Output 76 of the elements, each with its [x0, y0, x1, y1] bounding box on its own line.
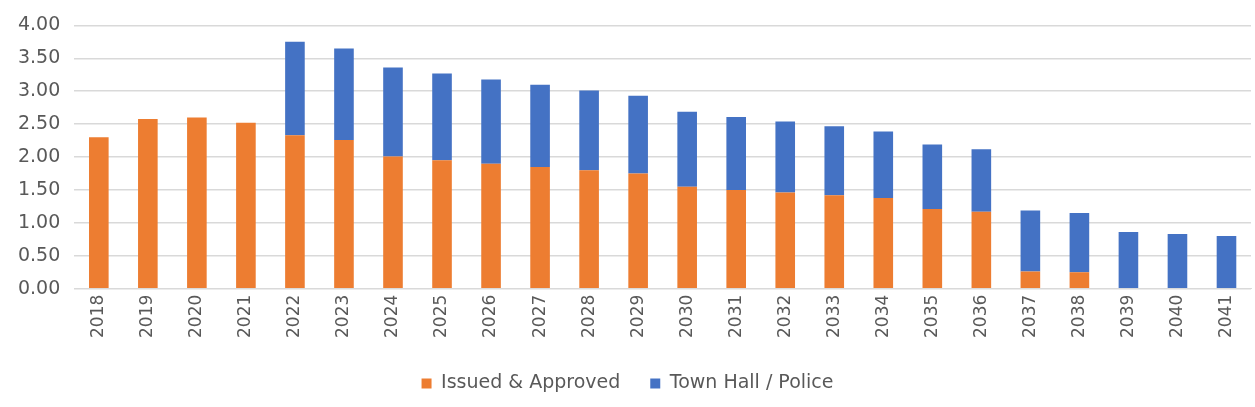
y-tick-label: 0.50 — [17, 242, 61, 265]
x-tick-label: 2031 — [724, 294, 745, 338]
legend-label: Town Hall / Police — [668, 370, 834, 393]
bar — [481, 79, 501, 164]
bar — [726, 116, 746, 190]
x-tick-label: 2021 — [234, 294, 255, 338]
x-tick-label: 2037 — [1018, 294, 1039, 338]
bar — [481, 163, 501, 288]
bar — [334, 139, 354, 288]
y-tick-label: 1.50 — [17, 176, 61, 199]
bar — [1118, 232, 1139, 288]
x-tick-label: 2033 — [822, 294, 843, 338]
bar — [824, 195, 845, 288]
y-tick-label: 1.00 — [17, 209, 61, 232]
bar — [628, 95, 648, 174]
y-tick-label: 3.50 — [17, 45, 61, 68]
bar — [677, 111, 697, 187]
bar — [922, 209, 943, 288]
x-tick-label: 2032 — [773, 294, 794, 338]
y-tick-label: 2.00 — [17, 144, 61, 167]
x-tick-label: 2035 — [920, 294, 941, 338]
bar — [873, 131, 894, 198]
bar — [1069, 272, 1090, 288]
bar — [285, 41, 305, 136]
x-tick-label: 2036 — [969, 294, 990, 338]
bar — [530, 166, 550, 288]
bar — [1069, 213, 1090, 273]
x-tick-label: 2039 — [1116, 294, 1137, 338]
y-tick-label: 4.00 — [17, 12, 61, 35]
x-tick-label: 2029 — [626, 294, 647, 338]
bar — [89, 137, 109, 288]
x-tick-label: 2030 — [675, 294, 696, 338]
bar — [971, 211, 992, 288]
bar — [383, 67, 403, 157]
x-tick-label: 2028 — [577, 294, 598, 338]
x-tick-label: 2027 — [528, 294, 549, 338]
legend-label: Issued & Approved — [441, 370, 621, 393]
bar — [824, 126, 845, 196]
y-tick-label: 2.50 — [17, 111, 61, 134]
bar — [432, 160, 452, 288]
x-tick-label: 2024 — [381, 294, 402, 338]
bar — [579, 90, 599, 171]
bar — [530, 84, 550, 167]
x-tick-label: 2040 — [1165, 294, 1186, 338]
bar — [1216, 236, 1237, 288]
x-tick-label: 2026 — [479, 294, 500, 338]
x-tick-label: 2023 — [332, 294, 353, 338]
bar — [236, 122, 256, 288]
bar — [1020, 210, 1041, 272]
bar — [677, 186, 697, 288]
x-tick-label: 2018 — [87, 294, 108, 338]
bar — [1020, 271, 1041, 288]
bar — [922, 144, 943, 210]
bar — [383, 156, 403, 288]
x-tick-label: 2038 — [1067, 294, 1088, 338]
y-tick-label: 0.00 — [17, 275, 61, 298]
x-tick-label: 2034 — [871, 294, 892, 338]
bar — [775, 121, 796, 193]
bar — [432, 73, 452, 161]
y-tick-label: 3.00 — [17, 78, 61, 101]
x-tick-label: 2019 — [136, 294, 157, 338]
bar — [726, 189, 746, 288]
bar — [285, 135, 305, 288]
bar — [1167, 234, 1188, 288]
x-tick-label: 2041 — [1214, 294, 1235, 338]
bar — [775, 192, 796, 288]
bar — [628, 173, 648, 288]
x-tick-label: 2025 — [430, 294, 451, 338]
bar — [579, 170, 599, 288]
bar — [971, 149, 992, 212]
x-tick-label: 2020 — [185, 294, 206, 338]
bar — [873, 197, 894, 288]
bar — [334, 48, 354, 140]
bar — [187, 117, 207, 288]
x-tick-label: 2022 — [283, 294, 304, 338]
bar — [138, 118, 158, 288]
